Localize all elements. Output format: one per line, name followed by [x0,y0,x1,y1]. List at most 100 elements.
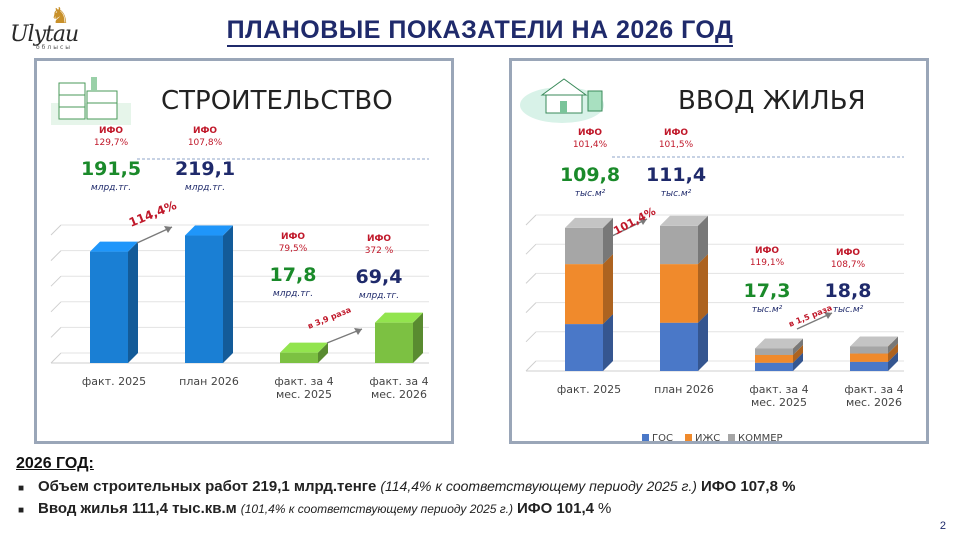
stacked-bar-segment-front [755,362,793,371]
page-title: ПЛАНОВЫЕ ПОКАЗАТЕЛИ НА 2026 ГОД [0,16,960,47]
stacked-bar-segment-front [565,227,603,265]
bar-side [223,225,233,363]
legend-swatch [642,434,649,441]
legend-label: ГОС [652,433,673,441]
value-label: 18,8 [825,280,872,302]
page-number: 2 [939,520,946,532]
unit-label: млрд.тг. [359,291,399,301]
house-icon-part [560,101,567,113]
unit-label: млрд.тг. [91,183,131,193]
summary-ifo: ИФО 107,8 % [700,478,796,495]
gridline-depth [50,301,62,313]
stacked-bar-segment-side [793,344,803,363]
logo-subtitle: облысы [36,44,72,51]
building-icon-part [86,90,118,120]
ifo-label: ИФО [755,246,779,256]
value-label: 111,4 [646,164,706,186]
gridline-depth [525,302,537,313]
stacked-bar-segment-side [888,336,898,354]
ifo-label: ИФО [578,128,602,138]
summary-bold: Объем строительных работ 219,1 млрд.тенг… [38,478,377,495]
chart-title: ВВОД ЖИЛЬЯ [678,86,866,116]
x-tick-label: план 2026 [179,375,239,388]
bar-front [375,322,413,363]
bar-front [90,251,128,363]
ifo-percent: 79,5% [279,244,308,254]
bar-front [185,235,223,363]
x-tick-label: факт. 2025 [557,383,621,396]
building-icon-part [91,77,97,91]
bar-top [185,225,233,236]
bar-top [90,241,138,252]
bar-front [280,352,318,363]
x-tick-label: мес. 2025 [276,388,332,401]
stacked-bar-segment-top [755,338,803,349]
stacked-bar-segment-front [755,354,793,363]
bar-top [375,312,423,323]
ifo-label: ИФО [367,234,391,244]
stacked-bar-segment-front [565,264,603,325]
construction-panel: СТРОИТЕЛЬСТВО факт. 2025 ИФО 129,7% 191,5 млр… [34,58,454,444]
stacked-bar-segment-side [888,343,898,362]
gridline-depth [525,273,537,284]
building-icon-part [58,82,86,120]
logo-text: Ulytau [10,22,79,47]
summary-block: 2026 ГОД: ■ Объем строительных работ 219… [16,455,936,517]
unit-label: тыс.м² [833,305,864,315]
building-icon [51,77,131,125]
stacked-bar-segment-front [850,361,888,371]
value-label: 109,8 [560,164,620,186]
x-tick-label: мес. 2025 [751,396,807,409]
chart-title: СТРОИТЕЛЬСТВО [161,86,393,116]
stacked-bar-segment-side [603,217,613,265]
summary-item-housing: ■ Ввод жилья 111,4 тыс.кв.м (101,4% к со… [16,500,936,517]
stacked-bar-segment-top [850,336,898,347]
ifo-percent: 129,7% [94,138,129,148]
value-label: 191,5 [81,158,141,180]
bar-side [413,312,423,363]
ifo-percent: 101,5% [659,140,694,150]
stacked-bar-segment-front [660,322,698,371]
region-logo: ♞ Ulytau облысы [10,4,82,54]
unit-label: млрд.тг. [273,289,313,299]
value-label: 17,8 [270,264,317,286]
summary-percent: % [597,500,612,517]
x-tick-label: мес. 2026 [371,388,427,401]
gridline-depth [50,275,62,287]
summary-item-construction: ■ Объем строительных работ 219,1 млрд.те… [16,478,936,495]
value-label: 69,4 [356,266,403,288]
horse-icon: ♞ [50,4,70,29]
ifo-percent: 107,8% [188,138,223,148]
legend-swatch [728,434,735,441]
unit-label: тыс.м² [752,305,783,315]
ifo-percent: 101,4% [573,140,608,150]
gridline-depth [525,243,537,255]
gridline-depth [50,352,62,364]
unit-label: тыс.м² [661,189,692,199]
growth-arrow-head [164,226,172,233]
x-tick-label: факт. за 4 [844,383,903,396]
housing-panel: ВВОД ЖИЛЬЯ факт. 2025 ИФО 101,4% 109,8 тыс.м²… [509,58,929,444]
x-tick-label: факт. 2025 [82,375,146,388]
stacked-bar-segment-top [660,215,708,226]
ifo-label: ИФО [836,248,860,258]
construction-chart: СТРОИТЕЛЬСТВО факт. 2025 ИФО 129,7% 191,5 млр… [50,77,429,401]
stacked-bar-segment-top [565,217,613,228]
summary-italic: (101,4% к соответствующему периоду 2025 … [240,502,513,516]
summary-bold: Ввод жилья 111,4 тыс.кв.м [38,500,237,517]
x-tick-label: факт. за 4 [369,375,428,388]
stacked-bar-segment-side [793,338,803,355]
summary-title: 2026 ГОД: [16,455,94,472]
house-icon-part [540,78,588,96]
gridline-depth [525,360,537,372]
x-tick-label: мес. 2026 [846,396,902,409]
legend-label: КОММЕР [738,433,783,441]
gridline-depth [525,331,537,343]
x-tick-label: факт. за 4 [749,383,808,396]
growth-arrow-head [824,312,832,319]
stacked-bar-segment-front [755,348,793,355]
unit-label: млрд.тг. [185,183,225,193]
bar-side [128,241,138,363]
stacked-bar-segment-side [603,314,613,371]
ifo-percent: 372 % [365,246,394,256]
